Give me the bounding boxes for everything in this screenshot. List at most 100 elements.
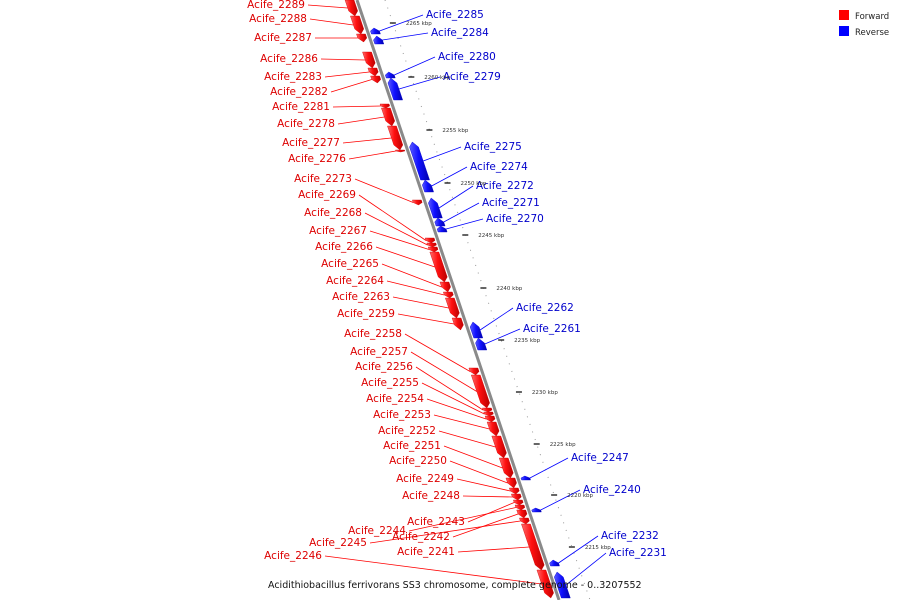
gene-feature-Acife_2252[interactable] — [491, 435, 507, 459]
gene-feature-Acife_2272[interactable] — [428, 197, 443, 219]
gene-label-Acife_2267[interactable]: Acife_2267 — [309, 225, 367, 237]
gene-label-Acife_2262[interactable]: Acife_2262 — [516, 302, 574, 314]
gene-feature-Acife_2278[interactable] — [381, 107, 395, 127]
gene-feature-Acife_2257[interactable] — [470, 374, 490, 409]
gene-label-Acife_2283[interactable]: Acife_2283 — [264, 71, 322, 83]
gene-label-Acife_2280[interactable]: Acife_2280 — [438, 51, 496, 63]
gene-feature-Acife_2270[interactable] — [436, 225, 448, 233]
gene-feature-Acife_2266[interactable] — [429, 251, 448, 283]
gene-feature-Acife_2267[interactable] — [427, 246, 439, 253]
gene-label-Acife_2289[interactable]: Acife_2289 — [247, 0, 305, 11]
gene-label-Acife_2265[interactable]: Acife_2265 — [321, 258, 379, 270]
gene-label-Acife_2275[interactable]: Acife_2275 — [464, 141, 522, 153]
gene-feature-Acife_2284[interactable] — [373, 35, 385, 45]
gene-label-Acife_2252[interactable]: Acife_2252 — [378, 425, 436, 437]
gene-feature-Acife_2245[interactable] — [519, 517, 530, 525]
gene-feature-Acife_2285[interactable] — [370, 27, 381, 35]
gene-feature-Acife_2276[interactable] — [395, 149, 406, 153]
gene-label-Acife_2247[interactable]: Acife_2247 — [571, 452, 629, 464]
gene-label-Acife_2250[interactable]: Acife_2250 — [389, 455, 447, 467]
gene-label-Acife_2277[interactable]: Acife_2277 — [282, 137, 340, 149]
gene-feature-Acife_2231[interactable] — [554, 571, 571, 599]
gene-label-Acife_2261[interactable]: Acife_2261 — [523, 323, 581, 335]
gene-feature-Acife_2283[interactable] — [367, 67, 379, 77]
gene-label-Acife_2286[interactable]: Acife_2286 — [260, 53, 318, 65]
gene-label-Acife_2231[interactable]: Acife_2231 — [609, 547, 667, 559]
gene-label-Acife_2279[interactable]: Acife_2279 — [443, 71, 501, 83]
gene-feature-Acife_2254[interactable] — [484, 415, 496, 423]
gene-feature-Acife_2249[interactable] — [509, 487, 520, 495]
gene-feature-Acife_2287[interactable] — [356, 33, 368, 43]
gene-feature-Acife_2244[interactable] — [514, 504, 526, 511]
gene-label-Acife_2248[interactable]: Acife_2248 — [402, 490, 460, 502]
gene-feature-Acife_2232[interactable] — [549, 559, 560, 567]
gene-label-Acife_2281[interactable]: Acife_2281 — [272, 101, 330, 113]
gene-feature-Acife_2281[interactable] — [379, 103, 390, 109]
gene-feature-Acife_2241[interactable] — [521, 523, 545, 571]
gene-label-Acife_2273[interactable]: Acife_2273 — [294, 173, 352, 185]
gene-feature-Acife_2251[interactable] — [498, 457, 514, 479]
gene-label-Acife_2269[interactable]: Acife_2269 — [298, 189, 356, 201]
gene-label-Acife_2254[interactable]: Acife_2254 — [366, 393, 424, 405]
gene-feature-Acife_2282[interactable] — [370, 75, 381, 84]
gene-feature-Acife_2242[interactable] — [516, 509, 528, 519]
gene-label-Acife_2274[interactable]: Acife_2274 — [470, 161, 528, 173]
gene-feature-Acife_2255[interactable] — [483, 411, 494, 417]
gene-feature-Acife_2240[interactable] — [531, 507, 542, 513]
gene-feature-Acife_2268[interactable] — [426, 242, 437, 248]
gene-label-Acife_2271[interactable]: Acife_2271 — [482, 197, 540, 209]
gene-label-Acife_2245[interactable]: Acife_2245 — [309, 537, 367, 549]
gene-label-Acife_2244[interactable]: Acife_2244 — [348, 525, 406, 537]
gene-label-Acife_2284[interactable]: Acife_2284 — [431, 27, 489, 39]
gene-label-Acife_2253[interactable]: Acife_2253 — [373, 409, 431, 421]
gene-feature-Acife_2286[interactable] — [362, 51, 376, 69]
gene-feature-Acife_2258[interactable] — [468, 367, 480, 376]
gene-label-Acife_2263[interactable]: Acife_2263 — [332, 291, 390, 303]
gene-feature-Acife_2263[interactable] — [445, 297, 460, 319]
gene-feature-Acife_2243[interactable] — [513, 499, 524, 506]
gene-feature-Acife_2247[interactable] — [520, 475, 531, 481]
gene-label-Acife_2270[interactable]: Acife_2270 — [486, 213, 544, 225]
gene-label-Acife_2256[interactable]: Acife_2256 — [355, 361, 413, 373]
gene-feature-Acife_2280[interactable] — [385, 71, 396, 79]
gene-label-Acife_2287[interactable]: Acife_2287 — [254, 32, 312, 44]
gene-feature-Acife_2262[interactable] — [469, 321, 484, 339]
gene-feature-Acife_2275[interactable] — [409, 141, 430, 181]
gene-label-Acife_2288[interactable]: Acife_2288 — [249, 13, 307, 25]
gene-label-Acife_2258[interactable]: Acife_2258 — [344, 328, 402, 340]
gene-label-Acife_2241[interactable]: Acife_2241 — [397, 546, 455, 558]
gene-feature-Acife_2265[interactable] — [439, 281, 451, 293]
gene-label-Acife_2232[interactable]: Acife_2232 — [601, 530, 659, 542]
gene-feature-Acife_2246[interactable] — [536, 569, 554, 599]
gene-feature-Acife_2264[interactable] — [443, 291, 454, 299]
gene-feature-Acife_2271[interactable] — [434, 217, 446, 227]
gene-label-Acife_2264[interactable]: Acife_2264 — [326, 275, 384, 287]
gene-feature-Acife_2250[interactable] — [505, 477, 517, 489]
gene-feature-Acife_2256[interactable] — [482, 407, 493, 413]
gene-label-Acife_2257[interactable]: Acife_2257 — [350, 346, 408, 358]
gene-feature-Acife_2288[interactable] — [350, 15, 364, 35]
gene-feature-Acife_2261[interactable] — [475, 337, 488, 351]
gene-feature-Acife_2279[interactable] — [387, 77, 403, 101]
gene-label-Acife_2251[interactable]: Acife_2251 — [383, 440, 441, 452]
gene-label-Acife_2249[interactable]: Acife_2249 — [396, 473, 454, 485]
gene-feature-Acife_2277[interactable] — [387, 125, 404, 151]
gene-label-Acife_2242[interactable]: Acife_2242 — [392, 531, 450, 543]
gene-feature-Acife_2269[interactable] — [424, 237, 436, 244]
gene-label-Acife_2272[interactable]: Acife_2272 — [476, 180, 534, 192]
gene-feature-Acife_2274[interactable] — [422, 179, 434, 193]
gene-label-Acife_2278[interactable]: Acife_2278 — [277, 118, 335, 130]
gene-label-Acife_2243[interactable]: Acife_2243 — [407, 516, 465, 528]
gene-feature-Acife_2289[interactable] — [344, 0, 358, 17]
gene-label-Acife_2246[interactable]: Acife_2246 — [264, 550, 322, 562]
gene-feature-Acife_2273[interactable] — [412, 199, 423, 206]
gene-label-Acife_2268[interactable]: Acife_2268 — [304, 207, 362, 219]
gene-label-Acife_2259[interactable]: Acife_2259 — [337, 308, 395, 320]
gene-label-Acife_2282[interactable]: Acife_2282 — [270, 86, 328, 98]
gene-label-Acife_2240[interactable]: Acife_2240 — [583, 484, 641, 496]
gene-label-Acife_2266[interactable]: Acife_2266 — [315, 241, 373, 253]
gene-label-Acife_2285[interactable]: Acife_2285 — [426, 9, 484, 21]
gene-label-Acife_2276[interactable]: Acife_2276 — [288, 153, 346, 165]
gene-feature-Acife_2248[interactable] — [511, 493, 522, 501]
gene-label-Acife_2255[interactable]: Acife_2255 — [361, 377, 419, 389]
